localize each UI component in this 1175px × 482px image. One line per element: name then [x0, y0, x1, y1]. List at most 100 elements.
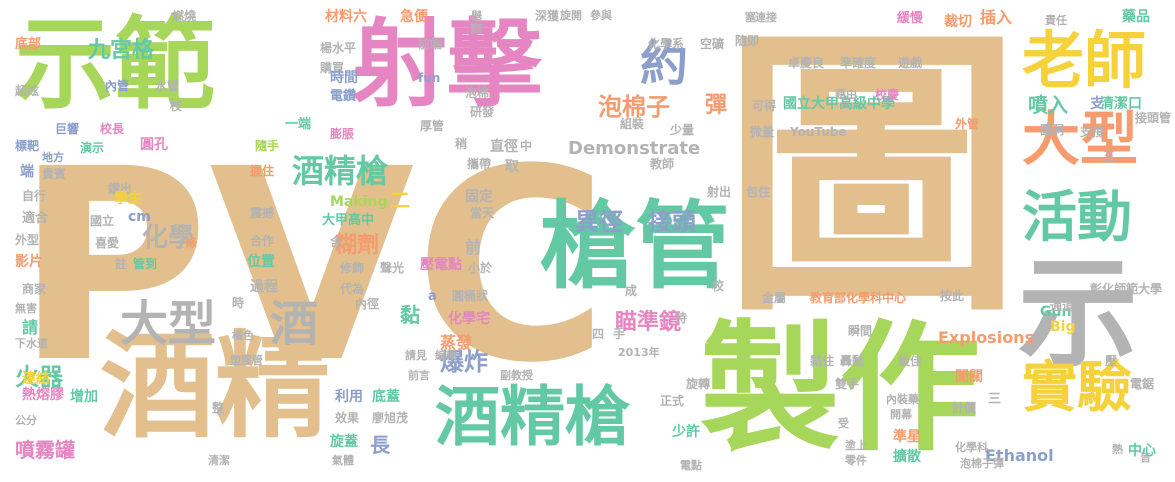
cloud-word: 喜愛 [95, 236, 120, 250]
cloud-word: 圖 [722, 3, 1022, 352]
cloud-word: 爆炸 [440, 348, 488, 376]
cloud-word: 最佳 [898, 354, 923, 368]
cloud-word: 支 [1090, 96, 1104, 112]
cloud-word: 連接 [755, 11, 777, 24]
cloud-word: 酒精槍 [435, 380, 631, 455]
cloud-word: 泡棉 [465, 86, 490, 100]
cloud-word: 緩慢 [897, 11, 924, 26]
cloud-word: 塞 [745, 11, 756, 24]
cloud-word: 化學科 [955, 441, 988, 454]
cloud-word: 連結 [22, 371, 50, 387]
cloud-word: 製作 [700, 308, 981, 471]
cloud-word: 塗上 [845, 439, 867, 452]
cloud-word: 酒精槍 [292, 152, 389, 190]
cloud-word: 接頭 [648, 208, 696, 236]
cloud-word: 熱 [1112, 443, 1123, 456]
cloud-word: 化學系 [648, 37, 685, 51]
cloud-word: 瞬間 [848, 324, 873, 338]
cloud-word: 教育部化學科中心 [810, 291, 907, 305]
cloud-word: 酒精 [100, 320, 331, 454]
cloud-word: 小於 [468, 261, 493, 275]
cloud-word: 增加 [70, 389, 98, 405]
cloud-word: 時間 [330, 70, 358, 86]
cloud-word: 壓 [1105, 354, 1118, 368]
cloud-word: 固定 [465, 189, 493, 205]
cloud-word: 內裝藥 [886, 393, 919, 406]
cloud-word: 槍管 [540, 192, 731, 302]
cloud-word: 責任 [1045, 14, 1067, 27]
cloud-word: 購買 [320, 61, 345, 75]
cloud-word: 深獲 [535, 9, 560, 23]
cloud-word: 電鑽 [330, 89, 357, 104]
cloud-word: 旋轉 [686, 377, 711, 391]
cloud-word: 轟動 [840, 354, 865, 368]
cloud-word: 氣體 [332, 454, 354, 467]
cloud-word: 通道 [1050, 299, 1075, 313]
cloud-word: 糊劑 [335, 233, 380, 258]
cloud-word: 熱熔膠 [22, 387, 64, 403]
cloud-word: 急便 [400, 9, 428, 25]
cloud-word: 時 [232, 296, 245, 310]
cloud-word: 底蓋 [372, 389, 400, 405]
cloud-word: 酒 [270, 296, 319, 352]
cloud-word: 金屬 [762, 291, 787, 305]
cloud-word: 準確度 [840, 56, 877, 70]
cloud-word: 編輯 [435, 349, 457, 362]
cloud-word: 瞄準鏡 [615, 310, 682, 335]
cloud-word: 可得 [752, 99, 777, 113]
cloud-word: 影片 [15, 254, 43, 270]
cloud-word: 隨手 [255, 139, 280, 153]
cloud-word: Making [330, 194, 388, 210]
cloud-word: 計價 [952, 401, 977, 415]
cloud-word: 開幕 [890, 408, 912, 421]
cloud-word: 按此 [940, 289, 965, 303]
cloud-word: 膨脹 [330, 127, 355, 141]
cloud-word: 請 [22, 318, 39, 337]
cloud-word: 圓孔 [140, 137, 168, 153]
cloud-word: 雙手 [835, 377, 860, 391]
cloud-word: 老師 [1022, 24, 1147, 97]
cloud-word: 壓電點 [420, 257, 462, 273]
cloud-word: 巨響 [55, 122, 80, 136]
cloud-word: 一端 [285, 117, 312, 132]
cloud-word: 受 [838, 417, 849, 430]
cloud-word: 少量 [670, 123, 695, 137]
cloud-word: 組裝 [620, 117, 645, 131]
cloud-word: 位置 [247, 254, 275, 270]
cloud-word: 示範 [15, 6, 215, 123]
cloud-word: 黏住 [810, 354, 835, 368]
cloud-word: 過程 [250, 279, 278, 295]
cloud-word: 參與 [590, 9, 612, 22]
cloud-word: 四 [592, 327, 605, 341]
cloud-word: 引燃 [1078, 261, 1103, 275]
cloud-word: 直徑 [490, 139, 518, 155]
cloud-word: 前 [465, 238, 482, 257]
cloud-word: 泡棉子彈 [960, 457, 1004, 470]
cloud-word: 修飾 [340, 261, 365, 275]
cloud-word: 教師 [650, 157, 675, 171]
cloud-word: 地方 [42, 151, 64, 164]
cloud-word: 端 [20, 164, 34, 180]
cloud-word: 研發 [470, 105, 495, 119]
cloud-word: 卓慶良 [788, 56, 825, 70]
cloud-word: 長 [370, 433, 390, 457]
cloud-word: 三 [988, 392, 1002, 407]
cloud-word: 零件 [845, 454, 867, 467]
cloud-word: 校慶 [875, 88, 900, 102]
cloud-word: 射擊 [352, 10, 543, 120]
cloud-word: 震撼 [250, 206, 275, 220]
cloud-word: 代為 [340, 282, 365, 296]
cloud-word: 管到 [133, 257, 158, 271]
cloud-word: 微量 [750, 125, 775, 139]
cloud-word: 材料六 [325, 9, 367, 25]
cloud-word: 整 [212, 401, 225, 415]
cloud-word: 下水道 [15, 337, 48, 350]
cloud-word: 外型 [15, 233, 40, 247]
cloud-word: 插入 [980, 8, 1013, 27]
cloud-word: 彈 [705, 93, 728, 118]
cloud-word: 燃燒 [172, 9, 197, 23]
cloud-word: 攜帶 [467, 157, 492, 171]
cloud-word: 中 [520, 139, 533, 153]
cloud-word: a [428, 289, 437, 304]
